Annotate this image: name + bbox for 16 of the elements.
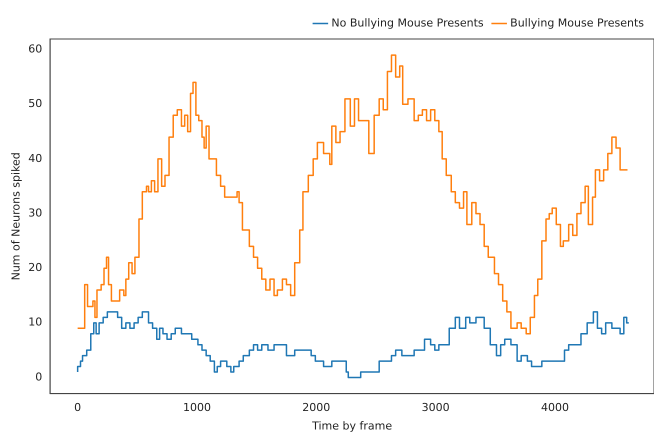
x-tick-label: 4000 — [540, 401, 569, 414]
y-tick-label: 60 — [28, 42, 42, 56]
x-tick-label: 3000 — [422, 401, 450, 414]
y-tick-label: 20 — [28, 261, 42, 274]
y-axis-title: Num of Neurons spiked — [9, 152, 22, 280]
y-tick-label: 50 — [28, 97, 42, 110]
x-axis-title: Time by frame — [311, 419, 392, 432]
legend-label: Bullying Mouse Presents — [510, 16, 644, 30]
x-tick-label: 2000 — [302, 401, 330, 414]
legend-label: No Bullying Mouse Presents — [331, 16, 484, 30]
y-tick-label: 40 — [28, 152, 42, 165]
y-tick-label: 0 — [35, 370, 42, 384]
y-tick-label: 30 — [28, 206, 42, 220]
x-tick-label: 0 — [74, 401, 82, 414]
y-tick-label: 10 — [28, 316, 42, 329]
x-tick-label: 1000 — [182, 401, 211, 414]
